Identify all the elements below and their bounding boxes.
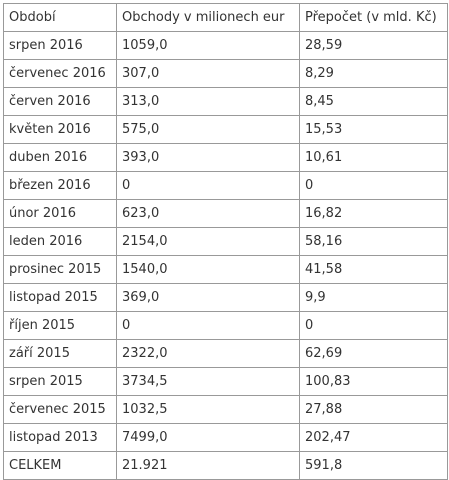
cell-trades-meur: 7499,0 [116, 423, 300, 452]
cell-period: duben 2016 [3, 143, 117, 172]
table-body: srpen 2016 1059,0 28,59 červenec 2016 307,0 8… [3, 31, 448, 480]
cell-conversion-bnczk: 202,47 [299, 423, 448, 452]
table-row: říjen 2015 0 0 [3, 311, 448, 340]
cell-conversion-bnczk: 16,82 [299, 199, 448, 228]
cell-period: únor 2016 [3, 199, 117, 228]
cell-conversion-bnczk: 58,16 [299, 227, 448, 256]
cell-conversion-bnczk: 28,59 [299, 31, 448, 60]
header-conversion-bnczk: Přepočet (v mld. Kč) [299, 3, 448, 32]
table-row: listopad 2015 369,0 9,9 [3, 283, 448, 312]
cell-period: listopad 2015 [3, 283, 117, 312]
cell-trades-meur: 3734,5 [116, 367, 300, 396]
cell-trades-meur: 1540,0 [116, 255, 300, 284]
table-row: prosinec 2015 1540,0 41,58 [3, 255, 448, 284]
cell-conversion-bnczk: 0 [299, 171, 448, 200]
cell-conversion-bnczk: 591,8 [299, 451, 448, 480]
table-row: listopad 2013 7499,0 202,47 [3, 423, 448, 452]
table-row: srpen 2016 1059,0 28,59 [3, 31, 448, 60]
cell-period: srpen 2016 [3, 31, 117, 60]
table-row: červen 2016 313,0 8,45 [3, 87, 448, 116]
table-row: červenec 2015 1032,5 27,88 [3, 395, 448, 424]
cell-period: červenec 2015 [3, 395, 117, 424]
cell-trades-meur: 21.921 [116, 451, 300, 480]
table-row: duben 2016 393,0 10,61 [3, 143, 448, 172]
data-table: Období Obchody v milionech eur Přepočet … [3, 3, 448, 480]
cell-conversion-bnczk: 41,58 [299, 255, 448, 284]
cell-period: prosinec 2015 [3, 255, 117, 284]
cell-period: říjen 2015 [3, 311, 117, 340]
cell-conversion-bnczk: 100,83 [299, 367, 448, 396]
cell-conversion-bnczk: 62,69 [299, 339, 448, 368]
cell-period: září 2015 [3, 339, 117, 368]
header-row: Období Obchody v milionech eur Přepočet … [3, 3, 448, 32]
table-row-total: CELKEM 21.921 591,8 [3, 451, 448, 480]
table-row: červenec 2016 307,0 8,29 [3, 59, 448, 88]
cell-conversion-bnczk: 27,88 [299, 395, 448, 424]
table-row: září 2015 2322,0 62,69 [3, 339, 448, 368]
cell-trades-meur: 2322,0 [116, 339, 300, 368]
table-row: květen 2016 575,0 15,53 [3, 115, 448, 144]
cell-conversion-bnczk: 10,61 [299, 143, 448, 172]
table-row: březen 2016 0 0 [3, 171, 448, 200]
cell-conversion-bnczk: 15,53 [299, 115, 448, 144]
header-period: Období [3, 3, 117, 32]
cell-conversion-bnczk: 8,29 [299, 59, 448, 88]
cell-trades-meur: 0 [116, 171, 300, 200]
cell-trades-meur: 1059,0 [116, 31, 300, 60]
cell-trades-meur: 1032,5 [116, 395, 300, 424]
cell-period: červen 2016 [3, 87, 117, 116]
cell-period: červenec 2016 [3, 59, 117, 88]
cell-period: srpen 2015 [3, 367, 117, 396]
cell-period: CELKEM [3, 451, 117, 480]
cell-period: květen 2016 [3, 115, 117, 144]
table-row: srpen 2015 3734,5 100,83 [3, 367, 448, 396]
cell-trades-meur: 0 [116, 311, 300, 340]
table-header: Období Obchody v milionech eur Přepočet … [3, 3, 448, 32]
table-row: únor 2016 623,0 16,82 [3, 199, 448, 228]
cell-trades-meur: 2154,0 [116, 227, 300, 256]
cell-trades-meur: 623,0 [116, 199, 300, 228]
cell-period: leden 2016 [3, 227, 117, 256]
cell-trades-meur: 307,0 [116, 59, 300, 88]
cell-trades-meur: 313,0 [116, 87, 300, 116]
cell-conversion-bnczk: 8,45 [299, 87, 448, 116]
cell-period: březen 2016 [3, 171, 117, 200]
cell-trades-meur: 393,0 [116, 143, 300, 172]
cell-conversion-bnczk: 0 [299, 311, 448, 340]
cell-period: listopad 2013 [3, 423, 117, 452]
cell-conversion-bnczk: 9,9 [299, 283, 448, 312]
cell-trades-meur: 369,0 [116, 283, 300, 312]
cell-trades-meur: 575,0 [116, 115, 300, 144]
table-row: leden 2016 2154,0 58,16 [3, 227, 448, 256]
header-trades-meur: Obchody v milionech eur [116, 3, 300, 32]
